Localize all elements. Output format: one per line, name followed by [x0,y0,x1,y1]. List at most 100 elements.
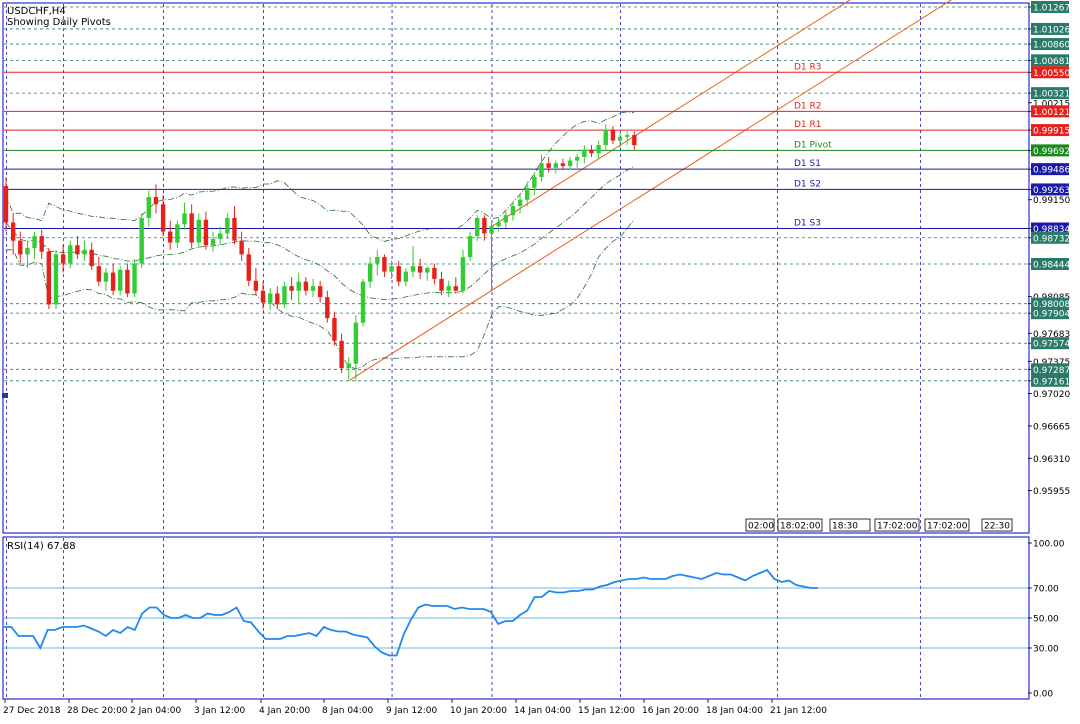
price-marker [2,393,8,398]
candle-18 [132,258,137,298]
candle-body-33 [239,240,244,255]
rsi-tick-1: 70.00 [1033,585,1059,595]
candle-body-63 [453,286,459,291]
candle-46 [332,311,337,346]
time-tick-5: 8 Jan 04:00 [322,706,374,716]
time-box-2 [829,518,871,532]
candle-6 [46,247,52,309]
time-boxes: 02:00 18:02:00 18:30 17:02:00 17:02:00 22:30 [745,518,1013,532]
candle-21 [153,184,159,214]
candle-body-55 [396,266,401,282]
candle-19 [139,213,144,268]
candle-body-16 [118,269,123,291]
candle-66 [475,215,480,241]
candle-body-64 [460,257,466,291]
candle-60 [432,263,437,285]
time-tick-11: 18 Jan 04:00 [706,706,763,716]
candle-12 [89,242,94,270]
candle-body-15 [110,272,116,291]
candle-body-12 [89,249,94,267]
chart-subtitle: Showing Daily Pivots [7,17,111,28]
candle-48 [346,357,351,380]
candle-62 [446,280,451,298]
candle-body-20 [146,196,151,218]
time-tick-7: 10 Jan 20:00 [450,706,507,716]
candle-body-14 [103,272,109,282]
candle-58 [417,258,423,279]
time-tick-0: 27 Dec 2018 [3,706,61,716]
candle-7 [53,249,59,309]
candle-body-8 [60,254,66,264]
bollinger-bands [5,111,635,370]
candle-59 [425,266,430,281]
candle-body-42 [303,281,309,291]
candle-23 [168,220,173,250]
candle-83 [596,140,601,159]
candle-body-28 [203,219,209,246]
price-tick-27: 0.95955 [1033,487,1070,497]
candle-84 [603,124,608,150]
candle-body-6 [46,251,52,305]
price-tick-5: 1.00321 [1033,90,1070,100]
time-tick-9: 15 Jan 12:00 [578,706,635,716]
candle-80 [575,154,580,168]
candle-body-62 [446,286,451,291]
price-tick-23: 0.97161 [1033,377,1070,387]
candle-body-74 [532,176,537,188]
candle-49 [353,315,359,381]
price-tick-22: 0.97287 [1033,366,1070,376]
candle-body-75 [539,163,544,177]
candle-body-47 [339,340,344,369]
candle-body-10 [75,245,80,255]
candle-0 [3,176,9,232]
pivot-label-1: D1 R2 [794,101,822,111]
candle-81 [582,145,587,164]
time-box-label-3: 17:02:00 [877,522,918,532]
candle-body-18 [132,263,137,294]
time-tick-12: 21 Jan 12:00 [770,706,827,716]
candle-74 [532,172,537,196]
price-tick-21: 0.97375 [1033,358,1070,368]
candle-57 [410,246,416,278]
candle-body-60 [432,268,437,279]
candle-10 [75,236,80,259]
candle-body-88 [632,135,637,146]
price-tag-bg-7 [1031,105,1069,118]
candle-body-58 [417,266,423,273]
candle-body-87 [624,135,630,137]
pivot-label-0: D1 R3 [794,62,822,72]
candle-body-66 [475,217,480,237]
price-tick-13: 0.98834 [1033,225,1070,235]
candle-body-83 [596,145,601,154]
candle-body-11 [82,249,87,255]
candle-body-25 [182,213,187,225]
candle-77 [553,160,558,174]
candle-body-31 [225,217,230,234]
candle-69 [496,217,501,232]
price-axis: 1.01267 1.01026 1.00860 1.00681 1.00550 1.003… [1028,1,1070,497]
candle-88 [632,131,637,150]
candle-65 [467,231,473,261]
candle-56 [403,268,409,287]
candle-39 [282,281,287,309]
candle-61 [439,271,444,296]
candle-body-85 [610,129,616,141]
candle-44 [317,280,323,303]
candle-body-79 [567,160,573,167]
candle-body-76 [546,163,551,168]
price-tag-bg-4 [1031,66,1069,79]
candle-body-37 [267,293,273,303]
time-box-5 [981,518,1013,532]
price-tag-bg-18 [1031,307,1069,320]
candle-body-59 [425,268,430,273]
time-box-0 [745,518,775,532]
pivot-label-4: D1 S1 [794,159,821,169]
candle-body-67 [482,217,487,234]
price-tag-bg-15 [1031,257,1069,270]
candle-body-77 [553,163,558,168]
price-tick-8: 0.99915 [1033,127,1070,137]
candle-51 [367,257,373,289]
candle-11 [82,240,87,261]
price-tag-bg-14 [1031,231,1069,244]
price-tick-12: 0.99150 [1033,196,1070,206]
